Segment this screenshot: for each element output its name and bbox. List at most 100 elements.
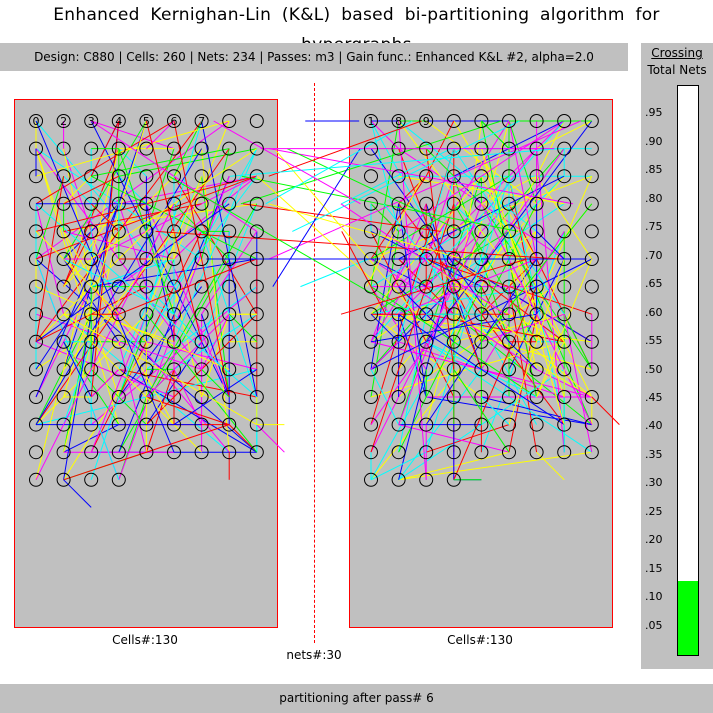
cell-node: [222, 334, 237, 349]
info-bar: Design: C880 | Cells: 260 | Nets: 234 | …: [0, 43, 628, 71]
cell-node: [194, 307, 209, 322]
net-edge: [155, 230, 560, 260]
cell-node: [364, 362, 378, 377]
net-edge: [63, 120, 147, 260]
cell-node: [419, 307, 434, 322]
net-edge: [145, 148, 175, 232]
net-edge: [425, 120, 537, 205]
gauge-tick-label: .10: [645, 590, 663, 604]
net-edge: [426, 424, 510, 453]
cell-node: [446, 417, 461, 432]
cell-node: [446, 445, 461, 460]
net-edge: [230, 148, 560, 177]
cell-node: [502, 252, 516, 266]
cell-node: [446, 279, 461, 294]
cell-node: [419, 169, 434, 184]
cell-node: [29, 252, 43, 266]
cell-node: [194, 169, 209, 184]
info-bar-text: Design: C880 | Cells: 260 | Nets: 234 | …: [34, 50, 594, 64]
net-edge: [63, 341, 92, 425]
cell-node: [584, 307, 599, 322]
cell-node: [391, 417, 406, 432]
net-edge: [242, 203, 441, 232]
cell-node: [84, 252, 99, 266]
net-edge: [481, 203, 593, 343]
cell-node: [167, 224, 181, 239]
cell-node: [474, 445, 489, 460]
cell-node: [222, 169, 237, 184]
cell-node: [446, 169, 461, 184]
cell-node: [364, 252, 378, 266]
cell-node: [111, 307, 126, 322]
cell-node: [194, 114, 209, 128]
cell-node: [557, 417, 572, 432]
cell-node: [364, 472, 378, 487]
cell-node: [84, 141, 99, 156]
net-edge: [63, 231, 175, 425]
cell-number-label: 9: [423, 115, 430, 128]
cell-node: [529, 417, 544, 432]
cell-node: [557, 445, 572, 460]
cell-node: [167, 445, 181, 460]
partition-divider: [314, 83, 315, 643]
cell-node: [84, 390, 99, 404]
net-edge: [63, 231, 175, 370]
cell-node: [584, 169, 599, 184]
net-edge: [300, 258, 369, 288]
cell-node: [111, 334, 126, 349]
cell-node: [222, 224, 237, 239]
gauge-tick-label: .40: [645, 419, 663, 433]
net-edge: [146, 341, 257, 370]
net-edge: [145, 203, 258, 398]
net-edge: [201, 176, 230, 398]
cell-node: [529, 334, 544, 349]
cell-node: [222, 417, 237, 432]
net-edge: [240, 120, 502, 205]
cell-number-label: 4: [115, 115, 122, 128]
cell-node: [194, 334, 209, 349]
net-edge: [118, 258, 175, 398]
cell-node: [167, 417, 181, 432]
net-edge: [146, 313, 258, 453]
cell-number-label: 7: [198, 115, 205, 128]
gauge-title-total-nets: Total Nets: [647, 63, 707, 77]
cell-node: [584, 362, 599, 377]
net-edge: [268, 120, 581, 260]
net-edge: [398, 313, 565, 426]
cell-node: [84, 445, 99, 460]
cell-node: [194, 196, 209, 211]
cell-number-label: 1: [368, 115, 375, 128]
cell-node: [56, 224, 71, 239]
cell-node: [56, 334, 71, 349]
cell-node: [29, 224, 43, 239]
cell-node: [249, 307, 264, 322]
cell-node: [391, 445, 406, 460]
cell-node: [391, 307, 406, 322]
net-edge: [453, 369, 510, 453]
cell-node: [249, 417, 264, 432]
cell-node: [29, 362, 43, 377]
net-edge: [63, 120, 147, 398]
cell-node: [29, 417, 43, 432]
cell-node: [474, 141, 489, 156]
cell-node: [474, 252, 489, 266]
cell-node: [167, 390, 181, 404]
net-edge: [63, 258, 147, 343]
cell-node: [139, 445, 154, 460]
cell-node: [84, 472, 99, 487]
cell-node: [29, 307, 43, 322]
net-edge: [341, 148, 452, 205]
net-edge: [145, 203, 230, 398]
cell-node: [56, 417, 71, 432]
net-edge: [213, 120, 361, 205]
cell-node: [84, 224, 99, 239]
gauge-tick-label: .35: [645, 447, 663, 461]
cell-node: [529, 196, 544, 211]
cell-node: [529, 445, 544, 460]
net-edge: [35, 175, 257, 260]
cell-number-label: 5: [143, 115, 150, 128]
cell-node: [446, 334, 461, 349]
net-edge: [370, 258, 427, 288]
status-text: partitioning after pass# 6: [279, 691, 434, 705]
cell-node: [529, 307, 544, 322]
